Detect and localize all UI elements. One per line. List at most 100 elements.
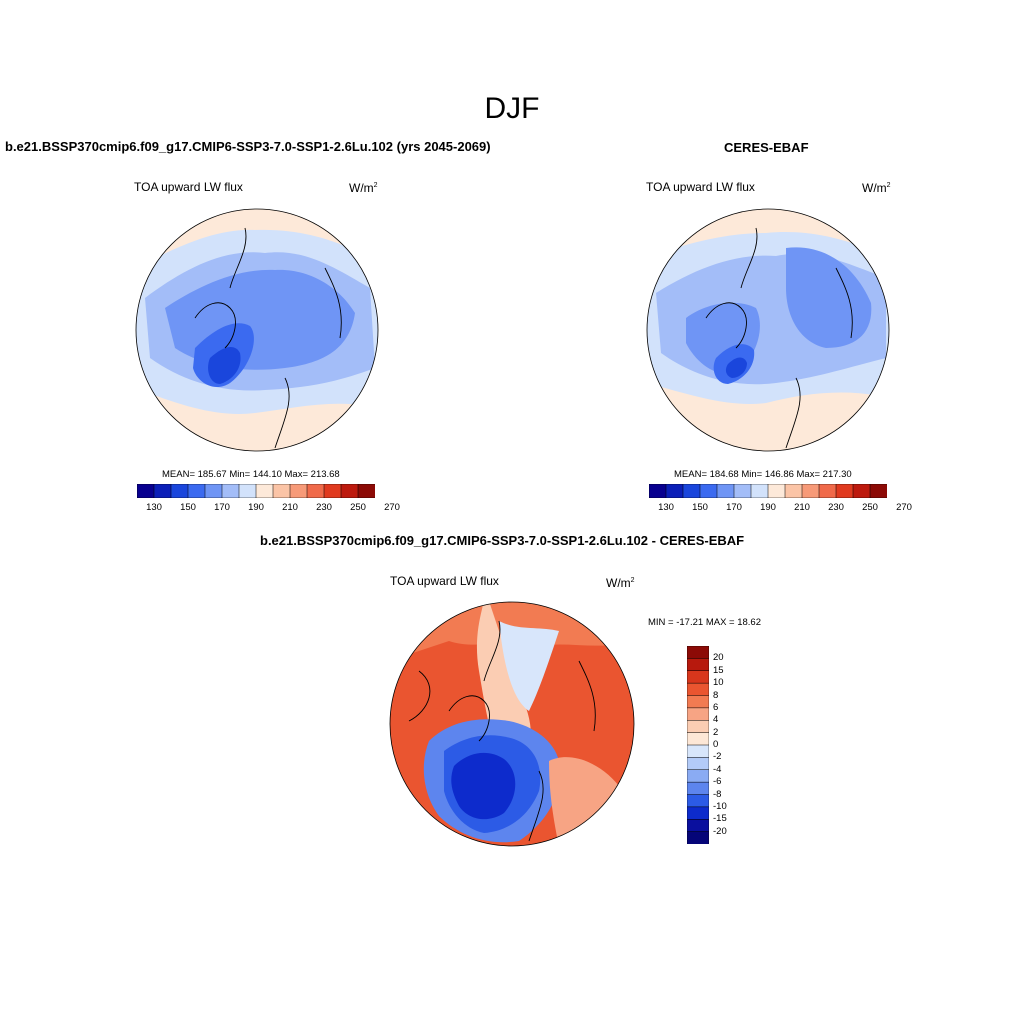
panel3-stats: MIN = -17.21 MAX = 18.62 (648, 617, 762, 628)
panel3-colorbar-tick-label: 20 (713, 652, 724, 664)
panel1-contour-150 (208, 346, 241, 384)
panel1-colorbar-swatch (340, 484, 359, 498)
panel3-colorbar-tick-label: 2 (713, 726, 719, 738)
panel2-colorbar-tick-label: 170 (726, 502, 742, 513)
panel3-colorbar-tick-label: -2 (713, 751, 722, 763)
panel2-colorbar-swatch (699, 484, 718, 498)
panel2-units: W/m2 (862, 181, 891, 195)
panel1-colorbar-swatch (323, 484, 342, 498)
panel1-colorbar-swatch (137, 484, 155, 498)
panel2-colorbar-ticks: 130 150 170 190 210 230 250 270 (649, 502, 912, 516)
panel3-colorbar-swatch (687, 744, 709, 758)
panel1-colorbar-swatch (204, 484, 223, 498)
panel3-colorbar-swatch (687, 670, 709, 684)
panel2-colorbar-tick-label: 150 (692, 502, 708, 513)
panel2-colorbar-swatch (682, 484, 701, 498)
panel3-colorbar-tick-label: 6 (713, 701, 719, 713)
panel3-title: b.e21.BSSP370cmip6.f09_g17.CMIP6-SSP3-7.… (260, 533, 745, 548)
panel2-colorbar-swatch (733, 484, 752, 498)
panel2-polar-map (646, 208, 890, 452)
panel1-colorbar-swatch (170, 484, 189, 498)
panel3-colorbar-tick-label: 8 (713, 689, 719, 701)
panel2-contour-170-east (786, 247, 872, 348)
panel1-colorbar-swatch (357, 484, 375, 498)
panel1-variable-label: TOA upward LW flux (134, 180, 243, 194)
panel2-colorbar-swatch (869, 484, 887, 498)
panel1-colorbar-swatch (289, 484, 308, 498)
panel3-colorbar-tick-label: -8 (713, 788, 722, 800)
panel1-colorbar-tick-label: 130 (146, 502, 162, 513)
panel2-colorbar (649, 484, 887, 498)
panel2-colorbar-swatch (801, 484, 820, 498)
panel2-colorbar-swatch (767, 484, 786, 498)
panel1-colorbar-tick-label: 190 (248, 502, 264, 513)
panel3-colorbar-tick-label: 0 (713, 739, 719, 750)
panel2-colorbar-swatch (818, 484, 837, 498)
panel3-contour-neg2 (499, 621, 559, 711)
panel3-colorbar-ticks: 20 15 10 8 6 4 2 0 -2 -4 -6 -8 -10 -15 -20 (713, 646, 753, 844)
panel2-coastlines (705, 227, 853, 449)
panel3-units: W/m2 (606, 576, 635, 590)
panel3-colorbar-tick-label: -15 (713, 813, 727, 825)
panel1-units: W/m2 (349, 181, 378, 195)
panel1-colorbar-swatch (255, 484, 274, 498)
panel1-colorbar-swatch (187, 484, 206, 498)
panel3-colorbar-tick-label: -20 (713, 825, 727, 837)
panel1-stats: MEAN= 185.67 Min= 144.10 Max= 213.68 (162, 469, 340, 480)
panel3-contour-neg10 (451, 752, 516, 820)
panel1-polar-map (135, 208, 379, 452)
panel2-colorbar-tick-label: 210 (794, 502, 810, 513)
panel2-colorbar-tick-label: 190 (760, 502, 776, 513)
panel2-colorbar-tick-label: 230 (828, 502, 844, 513)
panel3-colorbar-swatch (687, 806, 709, 820)
panel1-title: b.e21.BSSP370cmip6.f09_g17.CMIP6-SSP3-7.… (5, 139, 491, 154)
panel3-colorbar-tick-label: 4 (713, 714, 719, 726)
panel3-colorbar-tick-label: 10 (713, 677, 724, 689)
panel1-colorbar-tick-label: 230 (316, 502, 332, 513)
panel1-colorbar-swatch (272, 484, 291, 498)
panel1-colorbar-tick-label: 270 (384, 502, 400, 513)
panel3-colorbar-swatch (687, 819, 709, 833)
panel2-colorbar-swatch (665, 484, 684, 498)
panel3-colorbar-swatch (687, 720, 709, 734)
panel3-colorbar-swatch (687, 794, 709, 808)
panel2-colorbar-tick-label: 130 (658, 502, 674, 513)
panel2-variable-label: TOA upward LW flux (646, 180, 755, 194)
panel3-colorbar-swatch (687, 646, 709, 659)
panel3-colorbar-tick-label: -4 (713, 763, 722, 775)
panel1-colorbar-ticks: 130 150 170 190 210 230 250 270 (137, 502, 400, 516)
panel2-title: CERES-EBAF (724, 140, 809, 155)
panel3-colorbar-swatch (687, 769, 709, 783)
panel2-colorbar-tick-label: 270 (896, 502, 912, 513)
figure-title: DJF (484, 92, 540, 125)
panel3-colorbar-swatch (687, 695, 709, 709)
panel3-colorbar-swatch (687, 658, 709, 672)
panel2-colorbar-swatch (835, 484, 854, 498)
panel3-colorbar-swatch (687, 781, 709, 796)
panel3-colorbar (687, 646, 709, 844)
panel1-map-border (135, 208, 379, 452)
panel1-colorbar (137, 484, 375, 498)
panel2-colorbar-swatch (852, 484, 871, 498)
panel3-colorbar-tick-label: -10 (713, 800, 727, 812)
panel2-stats: MEAN= 184.68 Min= 146.86 Max= 217.30 (674, 469, 852, 480)
panel3-colorbar-tick-label: 15 (713, 664, 724, 676)
panel1-colorbar-tick-label: 170 (214, 502, 230, 513)
panel3-coastlines (408, 620, 596, 842)
panel3-colorbar-swatch (687, 831, 709, 844)
panel3-variable-label: TOA upward LW flux (390, 574, 499, 588)
panel3-colorbar-swatch (687, 707, 709, 721)
panel2-map-border (646, 208, 890, 452)
panel1-coastlines (194, 227, 342, 449)
panel2-colorbar-swatch (649, 484, 667, 498)
panel3-polar-difference-map (389, 601, 635, 847)
panel2-colorbar-swatch (784, 484, 803, 498)
panel3-colorbar-swatch (687, 757, 709, 771)
panel1-colorbar-swatch (221, 484, 240, 498)
panel2-contour-150 (725, 357, 747, 378)
panel1-colorbar-tick-label: 210 (282, 502, 298, 513)
panel1-colorbar-swatch (306, 484, 325, 498)
panel3-map-border (389, 601, 635, 847)
panel1-colorbar-swatch (153, 484, 172, 498)
panel3-colorbar-swatch (687, 732, 709, 746)
